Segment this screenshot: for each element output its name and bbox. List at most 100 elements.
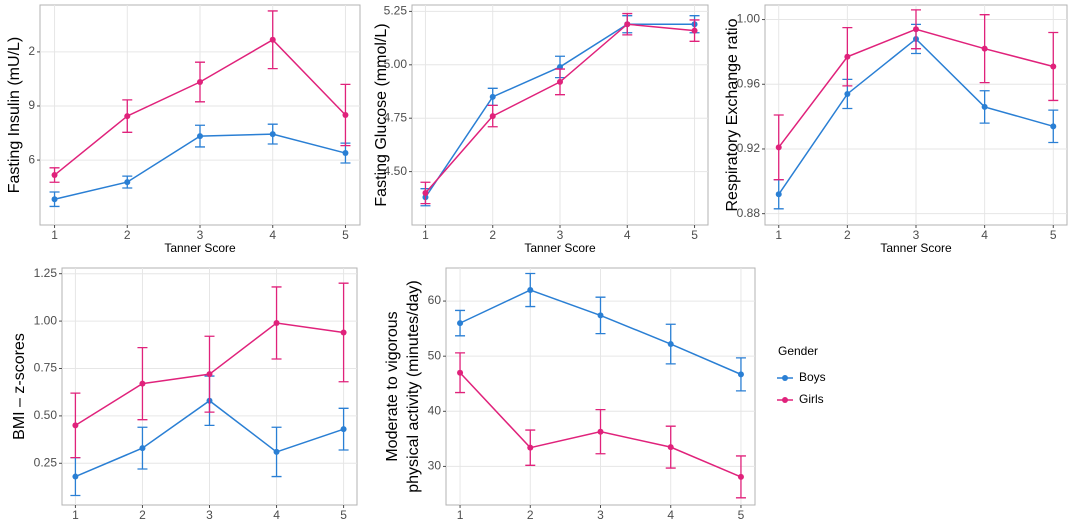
x-axis-label: Tanner Score bbox=[524, 241, 596, 255]
x-tick-label: 5 bbox=[340, 508, 347, 522]
x-tick-label: 1 bbox=[457, 508, 464, 522]
point bbox=[1050, 123, 1057, 130]
y-tick-label: 5.00 bbox=[384, 57, 408, 71]
y-axis-label: physical activity (minutes/day) bbox=[405, 280, 422, 493]
x-tick-label: 3 bbox=[597, 508, 604, 522]
x-tick-label: 2 bbox=[844, 228, 851, 242]
x-tick-label: 4 bbox=[667, 508, 674, 522]
x-tick-label: 3 bbox=[206, 508, 213, 522]
point bbox=[981, 103, 988, 110]
y-tick-label: 1.00 bbox=[737, 12, 761, 26]
x-tick-label: 4 bbox=[981, 228, 988, 242]
x-tick-label: 2 bbox=[527, 508, 534, 522]
point bbox=[597, 428, 604, 435]
y-axis-label: Fasting Insulin (mU/L) bbox=[6, 37, 23, 194]
x-tick-label: 4 bbox=[273, 508, 280, 522]
point bbox=[422, 189, 429, 196]
x-tick-label: 4 bbox=[624, 228, 631, 242]
point bbox=[457, 320, 464, 327]
legend-label: Boys bbox=[799, 370, 826, 384]
point bbox=[139, 380, 146, 387]
point bbox=[340, 329, 347, 336]
x-tick-label: 5 bbox=[1050, 228, 1057, 242]
y-tick-label: 60 bbox=[428, 293, 442, 307]
x-axis-label: Tanner Score bbox=[164, 241, 236, 255]
point bbox=[981, 45, 988, 52]
point bbox=[775, 191, 782, 198]
point bbox=[269, 131, 276, 138]
point bbox=[342, 150, 349, 157]
point bbox=[844, 90, 851, 97]
y-axis-label: Moderate to vigorous bbox=[384, 311, 401, 461]
point bbox=[624, 21, 631, 28]
y-axis-label: Respiratory Exchange ratio bbox=[724, 18, 741, 211]
point bbox=[489, 113, 496, 120]
x-tick-label: 5 bbox=[691, 228, 698, 242]
point bbox=[269, 36, 276, 43]
y-tick-label: 1.25 bbox=[34, 266, 58, 280]
point bbox=[667, 341, 674, 348]
x-tick-label: 5 bbox=[738, 508, 745, 522]
point bbox=[197, 133, 203, 140]
x-tick-label: 4 bbox=[269, 228, 276, 242]
y-tick-label: 9 bbox=[28, 98, 35, 112]
legend-swatch-dot bbox=[782, 397, 788, 403]
legend-title: Gender bbox=[778, 344, 818, 358]
y-tick-label: 30 bbox=[428, 459, 442, 473]
point bbox=[737, 371, 744, 378]
x-tick-label: 2 bbox=[489, 228, 496, 242]
y-tick-label: 50 bbox=[428, 348, 442, 362]
point bbox=[72, 473, 79, 480]
y-tick-label: 1.00 bbox=[34, 313, 58, 327]
point bbox=[737, 473, 744, 480]
legend-swatch-dot bbox=[782, 375, 788, 381]
point bbox=[527, 444, 534, 451]
y-tick-label: 0.75 bbox=[34, 361, 58, 375]
point bbox=[273, 319, 280, 326]
y-tick-label: 6 bbox=[28, 152, 35, 166]
point bbox=[1050, 63, 1057, 70]
x-tick-label: 1 bbox=[51, 228, 58, 242]
x-tick-label: 1 bbox=[775, 228, 782, 242]
x-axis-label: Tanner Score bbox=[880, 241, 952, 255]
point bbox=[197, 79, 203, 85]
point bbox=[72, 422, 79, 429]
point bbox=[51, 172, 58, 179]
point bbox=[124, 179, 131, 186]
point bbox=[913, 26, 919, 33]
x-tick-label: 1 bbox=[422, 228, 429, 242]
point bbox=[691, 27, 698, 34]
y-axis-label: Fasting Glucose (mmol/L) bbox=[373, 23, 390, 206]
point bbox=[527, 287, 534, 294]
point bbox=[273, 448, 280, 455]
y-tick-label: 2 bbox=[28, 44, 35, 58]
x-tick-label: 2 bbox=[124, 228, 131, 242]
point bbox=[489, 93, 496, 100]
y-tick-label: 4.50 bbox=[384, 164, 408, 178]
legend-label: Girls bbox=[799, 392, 824, 406]
y-tick-label: 4.75 bbox=[384, 110, 408, 124]
point bbox=[340, 426, 347, 433]
point bbox=[844, 53, 851, 60]
point bbox=[51, 196, 58, 203]
x-tick-label: 3 bbox=[197, 228, 204, 242]
x-tick-label: 3 bbox=[557, 228, 564, 242]
point bbox=[775, 144, 782, 151]
point bbox=[139, 445, 146, 452]
point bbox=[124, 113, 131, 120]
y-tick-label: 0.92 bbox=[737, 141, 761, 155]
x-tick-label: 3 bbox=[913, 228, 920, 242]
x-tick-label: 1 bbox=[72, 508, 79, 522]
y-axis-label: BMI – z-scores bbox=[11, 333, 28, 440]
y-tick-label: 40 bbox=[428, 403, 442, 417]
point bbox=[206, 371, 213, 378]
y-tick-label: 0.50 bbox=[34, 408, 58, 422]
point bbox=[342, 112, 349, 118]
y-tick-label: 5.25 bbox=[384, 4, 408, 18]
point bbox=[667, 444, 674, 451]
point bbox=[557, 78, 563, 85]
x-tick-label: 5 bbox=[342, 228, 349, 242]
y-tick-label: 0.25 bbox=[34, 455, 58, 469]
